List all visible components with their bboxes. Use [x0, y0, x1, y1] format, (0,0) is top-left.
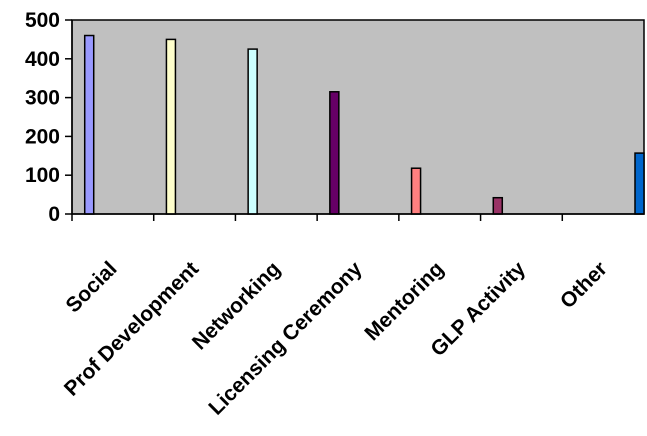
x-category-label: Licensing Ceremony: [204, 257, 367, 420]
bars-group: [83, 34, 645, 215]
y-tick-label: 300: [25, 87, 60, 110]
y-tick-label: 500: [25, 9, 60, 32]
bar-networking: [247, 48, 258, 215]
bar-prof-development: [165, 38, 177, 215]
x-axis-ticks: [71, 214, 564, 221]
bar-other: [634, 152, 645, 215]
bar-social: [83, 34, 95, 215]
y-tick-label: 400: [25, 48, 60, 71]
y-axis-ticks: 0 100 200 300 400 500: [25, 9, 72, 226]
y-tick-label: 100: [25, 164, 60, 187]
x-category-label: Mentoring: [360, 257, 448, 345]
x-category-label: Social: [62, 257, 122, 317]
x-category-label: Prof Development: [60, 257, 203, 400]
plot-area: [71, 19, 645, 215]
bar-licensing-ceremony: [329, 91, 340, 215]
x-category-label: Other: [556, 257, 612, 313]
bar-mentoring: [410, 167, 422, 215]
bar-glp-activity: [492, 196, 504, 215]
y-tick-label: 0: [48, 203, 60, 226]
y-tick-label: 200: [25, 125, 60, 148]
